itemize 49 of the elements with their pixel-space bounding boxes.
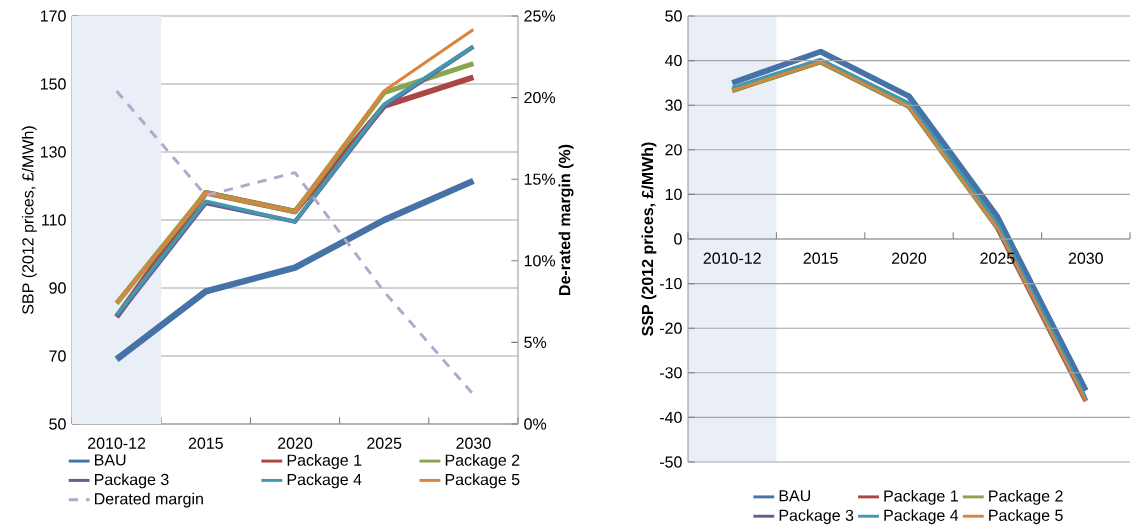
y-tick-label: 50 xyxy=(665,10,682,22)
y-tick-label: 20 xyxy=(665,144,682,156)
y-tick-label: -40 xyxy=(659,411,682,424)
y2-tick-label: 10% xyxy=(524,255,556,267)
legend-label: Package 5 xyxy=(445,473,520,489)
y-tick-label: 110 xyxy=(42,214,66,226)
y-axis-title: SSP (2012 prices, £/MWh) xyxy=(641,142,657,336)
x-tick-label: 2015 xyxy=(188,437,223,449)
legend-label: BAU xyxy=(779,490,811,502)
legend-label: Package 1 xyxy=(884,489,958,505)
x-tick-label: 2030 xyxy=(456,437,491,449)
y2-tick-label: 20% xyxy=(524,91,556,104)
legend-label: Package 1 xyxy=(287,454,362,469)
y-tick-label: 130 xyxy=(40,146,66,158)
legend-label: Package 2 xyxy=(445,454,520,469)
y-tick-label: 0 xyxy=(674,233,682,245)
y-tick-label: 150 xyxy=(40,78,66,90)
legend-label: Package 3 xyxy=(779,509,854,525)
y2-tick-label: 15% xyxy=(524,173,556,185)
y-tick-label: 170 xyxy=(40,10,66,22)
y2-tick-label: 5% xyxy=(524,336,547,349)
y2-tick-label: 0% xyxy=(524,418,547,430)
y-tick-label: 50 xyxy=(49,418,66,430)
x-tick-label: 2015 xyxy=(803,252,838,264)
y-tick-label: 90 xyxy=(49,282,66,294)
legend-label: Package 2 xyxy=(989,489,1063,505)
x-tick-label: 2010-12 xyxy=(88,437,146,449)
y-tick-label: -20 xyxy=(659,322,682,334)
legend-label: BAU xyxy=(95,454,126,466)
x-tick-label: 2025 xyxy=(367,437,402,449)
y2-axis-title: De-rated margin (%) xyxy=(558,144,574,295)
legend-label: Derated margin xyxy=(95,492,203,508)
y-tick-label: -10 xyxy=(659,277,682,290)
x-tick-label: 2030 xyxy=(1068,252,1103,264)
legend-label: Package 3 xyxy=(95,473,169,489)
y2-tick-label: 25% xyxy=(524,10,556,22)
y-tick-label: 70 xyxy=(49,350,66,362)
y-tick-label: -50 xyxy=(659,456,682,468)
y-tick-label: -30 xyxy=(659,367,682,379)
legend-label: Package 5 xyxy=(989,509,1063,525)
y-tick-label: 10 xyxy=(665,188,682,201)
y-axis-title: SBP (2012 prices, £/MWh) xyxy=(21,126,37,314)
legend-label: Package 4 xyxy=(884,509,959,525)
x-tick-label: 2020 xyxy=(278,437,313,449)
x-tick-label: 2020 xyxy=(892,252,927,264)
x-tick-label: 2010-12 xyxy=(703,252,761,264)
y-tick-label: 40 xyxy=(664,54,682,67)
y-tick-label: 30 xyxy=(665,99,682,111)
legend-label: Package 4 xyxy=(287,473,362,489)
